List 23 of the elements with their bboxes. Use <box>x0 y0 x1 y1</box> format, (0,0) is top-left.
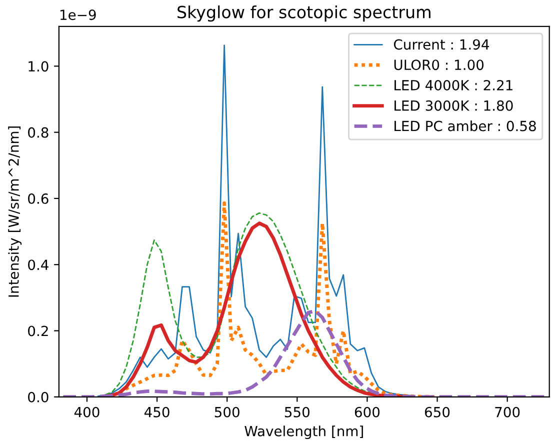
y-tick-label: 0.8 <box>28 127 48 138</box>
x-axis-title: Wavelength [nm] <box>244 426 363 440</box>
legend-label: LED PC amber : 0.58 <box>394 120 536 132</box>
x-tick-label: 700 <box>495 406 520 418</box>
y-tick-label: 0.6 <box>28 193 48 204</box>
x-tick-label: 600 <box>354 406 380 418</box>
x-tick-label: 400 <box>74 406 100 418</box>
y-tick-label: 1.0 <box>28 61 48 72</box>
legend-label: Current : 1.94 <box>394 39 490 50</box>
x-tick-label: 500 <box>214 406 240 418</box>
legend-label: ULOR0 : 1.00 <box>394 60 484 70</box>
line-series <box>104 212 372 396</box>
text: 1e−9 <box>60 10 96 20</box>
legend-label: LED 3000K : 1.80 <box>394 100 513 111</box>
x-tick-label: 550 <box>284 406 310 418</box>
chart-title: Skyglow for scotopic spectrum <box>178 5 430 22</box>
y-axis-title: Intensity [W/sr/m^2/nm] <box>8 126 22 297</box>
y-tick-label: 0.4 <box>28 260 48 270</box>
x-tick-label: 450 <box>144 406 170 418</box>
legend-label: LED 4000K : 2.21 <box>394 80 512 90</box>
y-tick-label: 0.0 <box>28 392 48 402</box>
y-tick-label: 0.2 <box>28 326 48 336</box>
x-tick-label: 650 <box>424 406 450 418</box>
